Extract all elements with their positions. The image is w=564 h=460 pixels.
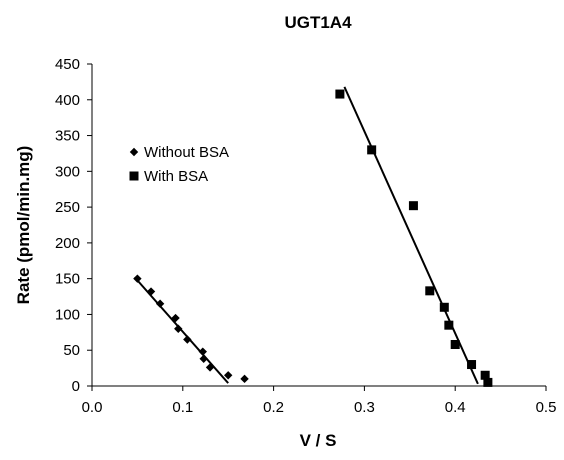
diamond-point xyxy=(174,324,183,333)
legend-marker xyxy=(129,171,139,181)
square-point xyxy=(335,89,345,99)
diamond-point xyxy=(198,347,207,356)
x-tick-label: 0.0 xyxy=(82,399,103,416)
diamond-point xyxy=(171,313,180,323)
data-points xyxy=(133,89,493,387)
legend: Without BSA With BSA xyxy=(129,144,229,185)
diamond-point xyxy=(224,371,233,380)
y-tick-label: 200 xyxy=(55,235,80,252)
x-tick-label: 0.2 xyxy=(263,399,284,416)
y-tick-label: 300 xyxy=(55,163,80,180)
square-point xyxy=(480,370,490,380)
square-point xyxy=(467,360,477,370)
y-tick-label: 250 xyxy=(55,199,80,216)
diamond-point xyxy=(240,374,249,384)
square-point xyxy=(425,286,435,296)
x-axis-label: V / S xyxy=(300,431,337,450)
square-point xyxy=(483,377,493,387)
legend-marker xyxy=(129,147,139,157)
square-point xyxy=(367,145,377,155)
y-tick-label: 450 xyxy=(55,56,80,73)
axes: 0.0 0.1 0.2 0.3 0.4 0.5 0 50 100 150 200 250 300 350 4… xyxy=(55,56,556,416)
x-tick-label: 0.4 xyxy=(445,399,466,416)
legend-label: With BSA xyxy=(144,168,208,185)
x-tick-label: 0.5 xyxy=(536,399,557,416)
square-point xyxy=(439,302,449,312)
y-tick-label: 400 xyxy=(55,92,80,109)
y-tick-label: 350 xyxy=(55,128,80,145)
diamond-point xyxy=(155,299,165,308)
y-tick-label: 100 xyxy=(55,306,80,323)
chart-title: UGT1A4 xyxy=(284,13,352,32)
diamond-point xyxy=(199,354,208,364)
diamond-point xyxy=(146,287,156,296)
y-tick-label: 150 xyxy=(55,271,80,288)
diamond-point xyxy=(183,335,192,344)
y-tick-label: 0 xyxy=(72,378,80,395)
diamond-point xyxy=(133,274,142,283)
x-tick-label: 0.3 xyxy=(354,399,375,416)
y-axis-label: Rate (pmol/min.mg) xyxy=(14,146,33,305)
square-point xyxy=(450,339,460,349)
diamond-point xyxy=(205,363,215,372)
x-tick-label: 0.1 xyxy=(172,399,193,416)
y-tick-label: 50 xyxy=(63,342,80,359)
legend-label: Without BSA xyxy=(144,144,229,161)
square-point xyxy=(408,201,418,211)
trendline-series-2 xyxy=(343,86,479,385)
square-point xyxy=(444,320,454,330)
